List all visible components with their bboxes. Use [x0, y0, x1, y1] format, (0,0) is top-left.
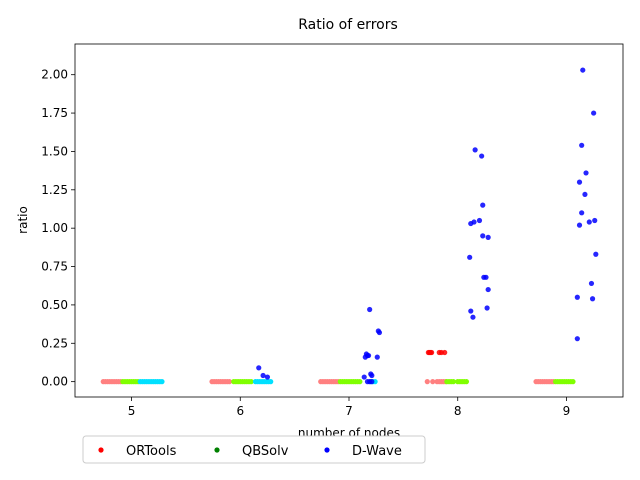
- data-point-d-wave: [580, 67, 586, 73]
- strip-point: [450, 379, 456, 385]
- x-tick-label: 7: [345, 404, 353, 418]
- data-point-d-wave: [480, 233, 486, 239]
- strip-point: [357, 379, 363, 385]
- data-point-ortools: [442, 349, 448, 356]
- data-point-ortools: [429, 349, 435, 356]
- x-tick-label: 8: [454, 404, 462, 418]
- data-point-d-wave: [468, 308, 474, 314]
- data-point-d-wave: [374, 354, 380, 360]
- y-tick-label: 0.75: [41, 260, 68, 274]
- plot-frame: [74, 43, 624, 398]
- data-point-d-wave: [485, 234, 491, 240]
- data-point-d-wave: [588, 280, 595, 287]
- data-point-d-wave: [583, 170, 589, 176]
- data-point-d-wave: [574, 294, 580, 300]
- data-point-d-wave: [467, 254, 473, 260]
- data-point-d-wave: [576, 222, 583, 228]
- strip-point: [159, 379, 165, 385]
- data-point-d-wave: [589, 296, 596, 302]
- legend-box: [82, 435, 426, 464]
- data-point-d-wave: [369, 372, 375, 379]
- data-point-d-wave: [376, 329, 383, 336]
- strip-point: [570, 379, 576, 385]
- strip-point: [463, 379, 470, 385]
- legend-marker: [324, 447, 330, 453]
- y-axis-label: ratio: [16, 206, 30, 234]
- strip-point: [268, 379, 274, 385]
- data-point-d-wave: [367, 306, 373, 313]
- strip-point: [248, 379, 254, 385]
- data-point-d-wave: [579, 210, 585, 216]
- data-point-d-wave: [582, 191, 588, 198]
- strip-point: [430, 379, 436, 385]
- y-tick-label: 1.50: [41, 144, 68, 158]
- legend: ORTools QBSolv D-Wave: [82, 435, 426, 464]
- data-point-d-wave: [579, 142, 585, 148]
- data-point-d-wave: [476, 217, 483, 224]
- data-point-d-wave: [592, 217, 598, 224]
- data-point-d-wave: [471, 219, 477, 225]
- data-point-d-wave: [591, 110, 597, 116]
- data-point-d-wave: [479, 153, 485, 159]
- data-point-d-wave: [264, 374, 271, 380]
- chart-title: Ratio of errors: [298, 17, 398, 33]
- legend-label: QBSolv: [242, 444, 289, 459]
- strip-point: [226, 379, 232, 385]
- x-axis: 5 6 7 8 9: [128, 397, 571, 418]
- data-point-d-wave: [256, 365, 262, 371]
- x-tick-label: 5: [128, 404, 136, 418]
- data-point-d-wave: [593, 251, 599, 257]
- data-point-d-wave: [361, 374, 367, 380]
- y-tick-label: 1.00: [41, 221, 68, 235]
- legend-label: ORTools: [126, 444, 177, 459]
- data-point-d-wave: [480, 202, 486, 208]
- y-tick-label: 0.25: [41, 336, 68, 350]
- y-tick-label: 1.75: [41, 106, 68, 120]
- data-point-d-wave: [576, 179, 583, 185]
- strip-point: [424, 379, 430, 385]
- x-tick-label: 6: [236, 404, 244, 418]
- data-point-d-wave: [586, 219, 592, 225]
- legend-marker: [214, 447, 220, 453]
- data-point-d-wave: [485, 286, 491, 293]
- data-point-d-wave: [365, 352, 372, 359]
- data-point-d-wave: [369, 379, 375, 385]
- y-tick-label: 0.00: [41, 375, 68, 389]
- y-tick-label: 1.25: [41, 183, 68, 197]
- data-point-d-wave: [574, 336, 580, 342]
- y-tick-label: 0.50: [41, 298, 68, 312]
- y-axis: 0.00 0.25 0.50 0.75 1.00 1.25 1.50 1.75 2.00: [41, 68, 75, 389]
- x-tick-label: 9: [563, 404, 571, 418]
- strip-points: [100, 379, 576, 385]
- y-tick-label: 2.00: [41, 68, 68, 82]
- data-point-d-wave: [470, 314, 476, 320]
- data-point-d-wave: [483, 274, 489, 280]
- data-point-d-wave: [472, 147, 478, 153]
- legend-marker: [98, 447, 104, 453]
- data-point-d-wave: [260, 372, 266, 379]
- series-points: [256, 67, 599, 385]
- legend-label: D-Wave: [352, 444, 402, 459]
- data-point-d-wave: [484, 305, 490, 311]
